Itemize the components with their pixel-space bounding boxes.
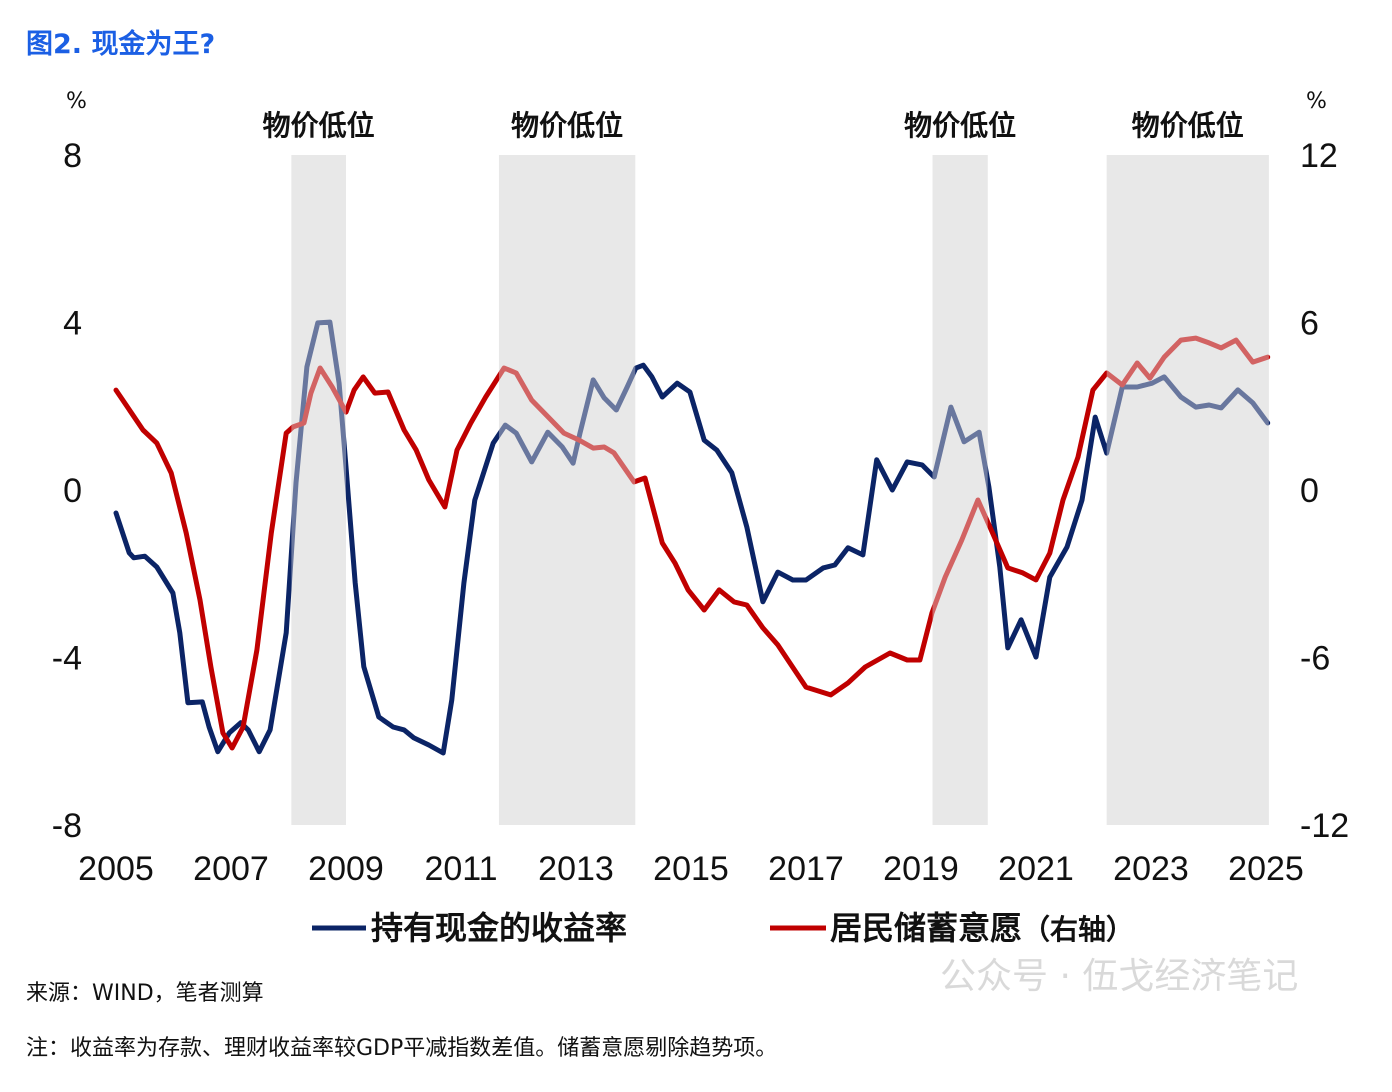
x-tick-label: 2013	[538, 850, 614, 888]
left-tick-label: -4	[52, 640, 82, 678]
right-axis-unit: %	[1306, 89, 1327, 114]
x-tick-label: 2021	[998, 850, 1074, 888]
x-tick-label: 2025	[1228, 850, 1304, 888]
right-axis-ticks: 12 6 0 -6 -12	[1300, 137, 1349, 845]
left-tick-label: 8	[63, 137, 82, 175]
x-axis-ticks: 2005 2007 2009 2011 2013 2015 2017 2019 2021 2023…	[78, 850, 1304, 888]
x-tick-label: 2023	[1113, 850, 1189, 888]
left-tick-label: 4	[63, 305, 82, 343]
left-tick-label: -8	[52, 807, 82, 845]
x-tick-label: 2019	[883, 850, 959, 888]
x-tick-label: 2017	[768, 850, 844, 888]
shaded-period	[291, 155, 346, 825]
footnote: 注：收益率为存款、理财收益率较GDP平减指数差值。储蓄意愿剔除趋势项。	[26, 1036, 777, 1061]
shaded-period-overlay	[932, 155, 988, 825]
left-axis-unit: %	[66, 89, 87, 114]
shaded-period	[932, 155, 988, 825]
x-tick-label: 2007	[193, 850, 269, 888]
shaded-period-label: 物价低位	[904, 109, 1016, 142]
shaded-period-labels: 物价低位 物价低位 物价低位 物价低位	[263, 109, 1244, 142]
shaded-period-overlay	[498, 155, 636, 825]
left-tick-label: 0	[63, 472, 82, 510]
left-axis-ticks: 8 4 0 -4 -8	[52, 137, 82, 845]
x-tick-label: 2005	[78, 850, 154, 888]
legend-label-savings-suffix: （右轴）	[1022, 913, 1134, 946]
shaded-period-overlays	[291, 155, 1269, 825]
legend: 持有现金的收益率 居民储蓄意愿（右轴）	[312, 909, 1134, 947]
x-tick-label: 2011	[424, 850, 497, 888]
shaded-period-label: 物价低位	[511, 109, 623, 142]
shaded-period	[498, 155, 636, 825]
legend-label-savings-main: 居民储蓄意愿	[830, 909, 1022, 947]
shaded-period	[1106, 155, 1269, 825]
legend-label-cash-yield: 持有现金的收益率	[371, 909, 627, 947]
source-note: 来源：WIND，笔者测算	[26, 981, 264, 1006]
x-tick-label: 2009	[308, 850, 384, 888]
series-line-savings-willingness	[113, 335, 1271, 751]
chart-title: 图2. 现金为王?	[26, 28, 215, 60]
legend-label-savings: 居民储蓄意愿（右轴）	[830, 909, 1134, 947]
shaded-period-label: 物价低位	[1132, 109, 1244, 142]
x-tick-label: 2015	[653, 850, 729, 888]
shaded-period-overlay	[291, 155, 346, 825]
watermark: 公众号 · 伍戈经济笔记	[940, 956, 1298, 997]
right-tick-label: 12	[1300, 137, 1338, 175]
shaded-periods	[291, 155, 1269, 825]
right-tick-label: 0	[1300, 472, 1319, 510]
right-tick-label: 6	[1300, 305, 1319, 343]
right-tick-label: -6	[1300, 640, 1330, 678]
right-tick-label: -12	[1300, 807, 1349, 845]
shaded-period-label: 物价低位	[263, 109, 375, 142]
series-line-cash-yield	[113, 319, 1271, 756]
series-lines	[113, 319, 1271, 756]
shaded-period-overlay	[1106, 155, 1269, 825]
